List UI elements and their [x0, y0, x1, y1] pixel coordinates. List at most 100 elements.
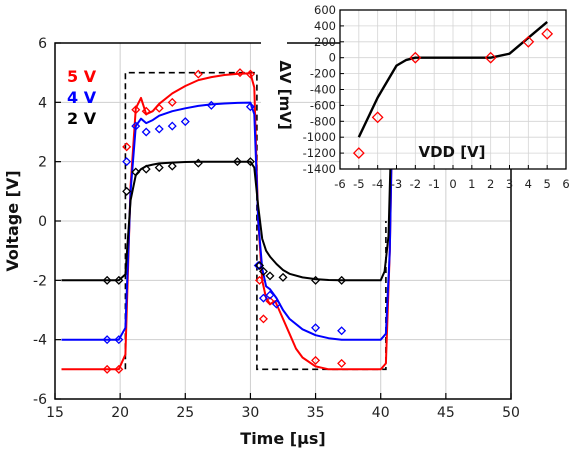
inset-x-axis-label: VDD [V]: [418, 143, 485, 161]
main-plot-data: [61, 43, 395, 374]
data-point-4v: [154, 124, 164, 134]
data-point-2v: [102, 275, 112, 285]
data-point-2v: [193, 158, 203, 168]
data-point-2v: [232, 157, 242, 167]
data-point-5v: [255, 275, 265, 285]
data-point-4v: [245, 102, 255, 112]
inset-data-point: [522, 35, 535, 48]
inset-x-tick-label: -1: [428, 177, 439, 191]
data-point-4v: [265, 290, 275, 300]
data-point-4v: [180, 117, 190, 127]
data-point-5v: [102, 364, 112, 374]
main-x-tick-label: 20: [111, 405, 129, 421]
data-point-5v: [311, 355, 321, 365]
data-point-4v: [311, 323, 321, 333]
data-point-4v: [258, 293, 268, 303]
data-point-5v: [193, 69, 203, 79]
inset-x-tick-label: 2: [487, 177, 494, 191]
inset-x-tick-label: -6: [334, 177, 345, 191]
inset-data-point: [484, 51, 497, 64]
main-x-tick-label: 15: [46, 405, 64, 421]
inset-plot-data: [352, 20, 554, 160]
inset-y-tick-label: -800: [310, 114, 336, 128]
data-point-4v: [122, 157, 132, 167]
main-y-tick-label: 4: [38, 95, 47, 111]
series-line-4v: [61, 43, 395, 341]
inset-x-tick-label: -5: [353, 177, 364, 191]
inset-y-tick-label: -1400: [303, 162, 336, 176]
inset-y-axis-label: ΔV [mV]: [276, 60, 294, 129]
data-point-4v: [337, 326, 347, 336]
legend-entry-2v: 2 V: [67, 109, 97, 128]
inset-y-tick-label: -600: [310, 98, 336, 112]
data-point-2v: [258, 266, 268, 276]
inset-x-tick-label: -2: [410, 177, 421, 191]
data-point-5v: [154, 103, 164, 113]
data-point-5v: [167, 97, 177, 107]
inset-axis-ticks: -6 -5 -4 -3 -2 -1 0 1 2 3 4 5 66004002000-200-400-60…: [303, 3, 570, 191]
inset-x-tick-label: -4: [372, 177, 383, 191]
inset-y-label-bg: [261, 32, 287, 158]
data-point-5v: [122, 142, 132, 152]
inset-y-tick-label: -1000: [303, 130, 336, 144]
inset-y-tick-label: 600: [314, 3, 336, 17]
main-x-axis-label: Time [μs]: [240, 429, 325, 448]
inset-data-point: [409, 51, 422, 64]
data-point-5v: [245, 69, 255, 79]
inset-data-point: [371, 111, 384, 124]
data-point-4v: [167, 121, 177, 131]
data-point-5v: [131, 105, 141, 115]
inset-x-tick-label: 6: [562, 177, 569, 191]
inset-y-tick-label: 400: [314, 19, 336, 33]
data-point-2v: [337, 275, 347, 285]
data-point-2v: [278, 272, 288, 282]
main-y-tick-label: -2: [33, 273, 47, 289]
data-point-4v: [141, 127, 151, 137]
inset-y-tick-label: -400: [310, 83, 336, 97]
data-point-2v: [255, 260, 265, 271]
data-point-4v: [131, 121, 141, 131]
data-point-2v: [265, 271, 275, 281]
data-point-2v: [311, 275, 321, 285]
legend: 5 V 4 V 2 V: [67, 67, 97, 128]
main-y-tick-label: 6: [38, 36, 47, 52]
main-y-tick-label: -4: [33, 333, 47, 349]
data-point-4v: [102, 335, 112, 345]
data-point-5v: [235, 68, 245, 78]
inset-y-tick-label: -1200: [303, 146, 336, 160]
inset-y-tick-label: 200: [314, 35, 336, 49]
inset-x-tick-label: 4: [525, 177, 532, 191]
inset-y-tick-label: 0: [329, 51, 336, 65]
inset-x-tick-label: 3: [506, 177, 513, 191]
data-point-2v: [122, 186, 132, 196]
inset-data-point: [541, 27, 554, 40]
inset-x-tick-label: 5: [544, 177, 551, 191]
data-point-5v: [141, 106, 151, 116]
main-x-tick-label: 50: [502, 405, 520, 421]
main-y-tick-label: 2: [38, 155, 47, 171]
data-point-4v: [114, 335, 124, 345]
data-point-2v: [167, 161, 177, 171]
inset-data-point: [352, 147, 365, 160]
data-point-2v: [131, 167, 141, 177]
main-y-axis-label: Voltage [V]: [3, 170, 22, 271]
inset-x-tick-label: 0: [449, 177, 456, 191]
main-x-tick-label: 45: [437, 405, 455, 421]
data-point-2v: [154, 163, 164, 173]
inset-y-tick-label: -200: [310, 67, 336, 81]
main-y-tick-label: -6: [33, 392, 47, 408]
inset-x-tick-label: 1: [468, 177, 475, 191]
inset-simulation-line: [357, 20, 548, 138]
data-point-4v: [253, 260, 263, 271]
main-x-tick-label: 35: [307, 405, 325, 421]
inset-x-tick-label: -3: [391, 177, 402, 191]
legend-entry-4v: 4 V: [67, 88, 97, 107]
data-point-2v: [114, 275, 124, 285]
data-point-2v: [245, 157, 255, 167]
data-point-4v: [271, 299, 282, 309]
legend-entry-5v: 5 V: [67, 67, 97, 86]
main-x-tick-label: 40: [372, 405, 390, 421]
main-x-tick-label: 30: [242, 405, 260, 421]
